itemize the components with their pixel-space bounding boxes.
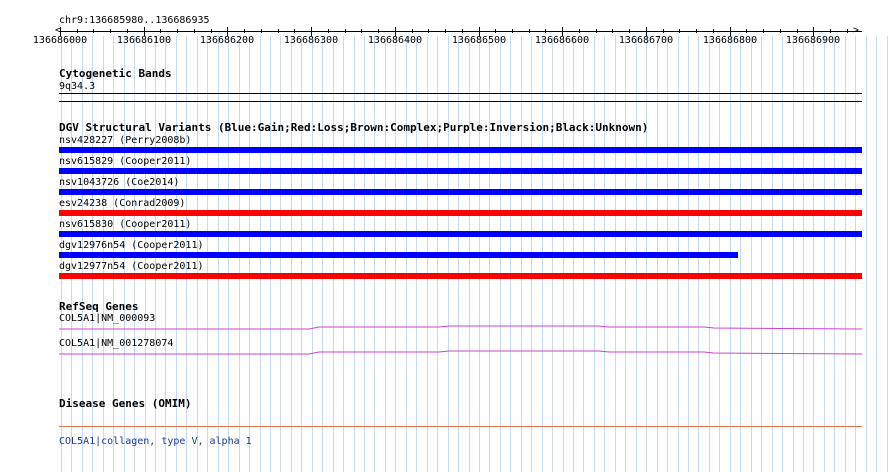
ruler-minor-tick	[428, 29, 429, 33]
refseq-track-title: RefSeq Genes	[59, 300, 139, 313]
ruler-minor-tick	[144, 29, 145, 33]
ruler-minor-tick	[177, 29, 178, 33]
ruler-tick-label: 136686400	[367, 35, 423, 46]
ruler-tick-label: 136686300	[283, 35, 339, 46]
refseq-gene-model[interactable]	[59, 325, 864, 331]
ruler-minor-tick	[244, 29, 245, 33]
ruler-minor-tick	[545, 29, 546, 33]
ruler-minor-tick	[579, 29, 580, 33]
ruler-minor-tick	[512, 29, 513, 33]
ruler-axis	[59, 31, 862, 32]
omim-track-title: Disease Genes (OMIM)	[59, 397, 192, 410]
ruler-minor-tick	[110, 29, 111, 33]
omim-gene-link[interactable]: COL5A1|collagen, type V, alpha 1	[59, 436, 252, 447]
ruler-minor-tick	[194, 29, 195, 33]
dgv-track-title: DGV Structural Variants (Blue:Gain;Red:L…	[59, 121, 649, 134]
ruler-minor-tick	[127, 29, 128, 33]
refseq-gene-label[interactable]: COL5A1|NM_001278074	[59, 338, 174, 349]
ruler-minor-tick	[479, 29, 480, 33]
refseq-gene-label[interactable]: COL5A1|NM_000093	[59, 313, 156, 324]
ruler-minor-tick	[77, 29, 78, 33]
refseq-gene-model[interactable]	[59, 350, 864, 356]
cyto-band-label[interactable]: 9q34.3	[59, 81, 96, 92]
dgv-variant-bar[interactable]	[59, 189, 862, 195]
ruler-tick-label: 136686700	[618, 35, 674, 46]
dgv-variant-bar[interactable]	[59, 147, 862, 153]
ruler-minor-tick	[713, 29, 714, 33]
ruler-tick-label: 136686100	[116, 35, 172, 46]
ruler-minor-tick	[378, 29, 379, 33]
ruler-minor-tick	[663, 29, 664, 33]
ruler-minor-tick	[60, 29, 61, 33]
ruler-minor-tick	[646, 29, 647, 33]
ruler-minor-tick	[345, 29, 346, 33]
ruler-minor-tick	[227, 29, 228, 33]
dgv-variant-bar[interactable]	[59, 231, 862, 237]
ruler-minor-tick	[847, 29, 848, 33]
ruler-minor-tick	[780, 29, 781, 33]
dgv-variant-label[interactable]: nsv615830 (Cooper2011)	[59, 219, 192, 230]
ruler-tick-label: 136686000	[32, 35, 88, 46]
ruler-minor-tick	[696, 29, 697, 33]
ruler-tick-label: 136686800	[702, 35, 758, 46]
ruler-minor-tick	[311, 29, 312, 33]
ruler-minor-tick	[830, 29, 831, 33]
ruler-minor-tick	[596, 29, 597, 33]
ruler-minor-tick	[679, 29, 680, 33]
ruler-minor-tick	[328, 29, 329, 33]
ruler-tick-label: 136686600	[534, 35, 590, 46]
ruler-tick-label: 136686200	[199, 35, 255, 46]
ruler-minor-tick	[93, 29, 94, 33]
dgv-variant-label[interactable]: dgv12977n54 (Cooper2011)	[59, 261, 204, 272]
ruler-minor-tick	[445, 29, 446, 33]
ruler-minor-tick	[529, 29, 530, 33]
cyto-band-bar-bottom	[59, 101, 862, 102]
ruler-minor-tick	[562, 29, 563, 33]
omim-gene-line[interactable]	[59, 426, 862, 427]
dgv-variant-label[interactable]: nsv428227 (Perry2008b)	[59, 135, 192, 146]
dgv-variant-label[interactable]: esv24238 (Conrad2009)	[59, 198, 186, 209]
ruler-minor-tick	[746, 29, 747, 33]
ruler-minor-tick	[462, 29, 463, 33]
ruler-minor-tick	[612, 29, 613, 33]
ruler-right-arrow: >	[853, 25, 860, 36]
ruler-minor-tick	[763, 29, 764, 33]
ruler-minor-tick	[261, 29, 262, 33]
ruler-minor-tick	[730, 29, 731, 33]
dgv-variant-bar[interactable]	[59, 252, 738, 258]
dgv-variant-bar[interactable]	[59, 210, 862, 216]
dgv-variant-bar[interactable]	[59, 168, 862, 174]
ruler-minor-tick	[278, 29, 279, 33]
ruler-minor-tick	[211, 29, 212, 33]
ruler-minor-tick	[797, 29, 798, 33]
ruler-minor-tick	[361, 29, 362, 33]
position-label: chr9:136685980..136686935	[59, 15, 210, 26]
ruler-minor-tick	[495, 29, 496, 33]
dgv-variant-label[interactable]: nsv1043726 (Coe2014)	[59, 177, 180, 188]
ruler-left-arrow: <	[55, 25, 62, 36]
ruler-minor-tick	[813, 29, 814, 33]
ruler-minor-tick	[629, 29, 630, 33]
cyto-track-title: Cytogenetic Bands	[59, 67, 172, 80]
ruler-minor-tick	[412, 29, 413, 33]
dgv-variant-label[interactable]: dgv12976n54 (Cooper2011)	[59, 240, 204, 251]
ruler-tick-label: 136686500	[451, 35, 507, 46]
ruler-tick-label: 136686900	[785, 35, 841, 46]
dgv-variant-label[interactable]: nsv615829 (Cooper2011)	[59, 156, 192, 167]
cyto-band-bar[interactable]	[59, 93, 862, 94]
ruler-minor-tick	[395, 29, 396, 33]
ruler-minor-tick	[294, 29, 295, 33]
dgv-variant-bar[interactable]	[59, 273, 862, 279]
ruler-minor-tick	[160, 29, 161, 33]
